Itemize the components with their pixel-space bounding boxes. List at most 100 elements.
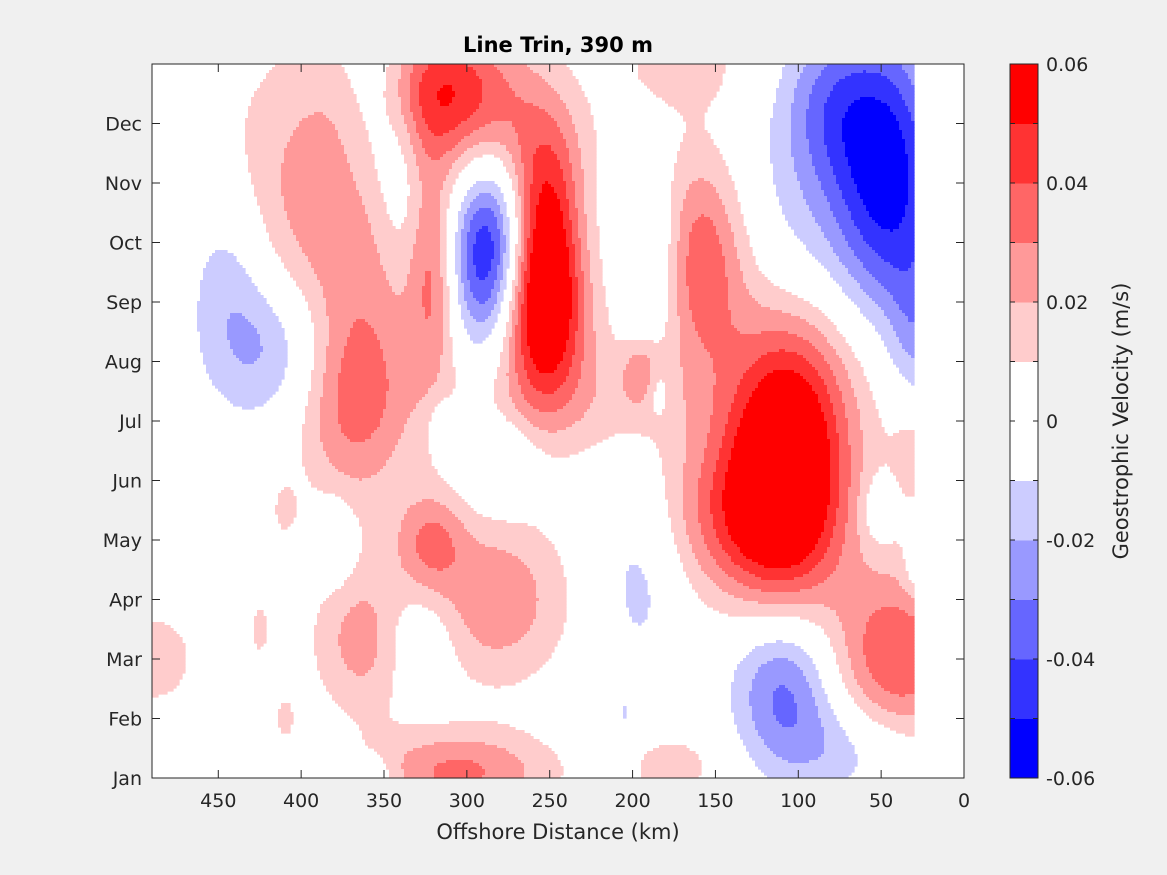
- contour-cell: [428, 67, 474, 71]
- contour-cell: [482, 97, 522, 101]
- contour-cell: [848, 418, 861, 422]
- contour-cell: [791, 148, 810, 152]
- contour-cell: [359, 724, 510, 728]
- contour-cell: [377, 652, 396, 656]
- contour-cell: [677, 268, 687, 272]
- contour-cell: [515, 163, 525, 167]
- contour-cell: [593, 304, 606, 308]
- contour-cell: [509, 385, 522, 389]
- contour-cell: [440, 100, 453, 104]
- contour-cell: [539, 370, 555, 374]
- contour-cell: [320, 439, 351, 443]
- contour-cell: [746, 556, 807, 560]
- contour-cell: [551, 148, 570, 152]
- contour-cell: [230, 313, 243, 317]
- contour-cell: [713, 412, 729, 416]
- contour-cell: [521, 385, 534, 389]
- contour-cell: [314, 361, 327, 365]
- contour-cell: [641, 400, 654, 404]
- contour-cell: [569, 148, 582, 152]
- contour-cell: [818, 373, 834, 377]
- contour-cell: [752, 295, 798, 299]
- contour-cell: [866, 208, 906, 212]
- contour-cell: [767, 745, 825, 749]
- contour-cell: [314, 643, 339, 647]
- contour-cell: [665, 322, 681, 326]
- contour-cell: [734, 541, 819, 545]
- contour-cell: [650, 373, 684, 377]
- contour-cell: [326, 349, 345, 353]
- contour-cell: [332, 592, 441, 596]
- contour-cell: [686, 262, 726, 266]
- contour-cell: [887, 463, 915, 467]
- contour-cell: [419, 175, 447, 179]
- contour-cell: [668, 289, 678, 293]
- contour-cell: [848, 442, 864, 446]
- contour-cell: [557, 409, 588, 413]
- contour-cell: [863, 466, 879, 470]
- contour-cell: [728, 217, 744, 221]
- contour-cell: [581, 373, 597, 377]
- contour-cell: [455, 652, 552, 656]
- contour-cell: [230, 340, 261, 344]
- contour-cell: [509, 301, 516, 305]
- contour-cell: [482, 682, 516, 686]
- contour-cell: [500, 256, 504, 260]
- contour-cell: [572, 397, 594, 401]
- y-tick-label: Jan: [112, 768, 142, 790]
- contour-cell: [524, 184, 531, 188]
- contour-cell: [866, 628, 915, 632]
- contour-cell: [473, 634, 525, 638]
- contour-cell: [569, 268, 576, 272]
- contour-cell: [719, 235, 735, 239]
- contour-cell: [575, 247, 582, 251]
- contour-cell: [443, 346, 453, 350]
- contour-cell: [578, 139, 597, 143]
- contour-cell: [386, 367, 441, 371]
- contour-cell: [503, 268, 507, 272]
- contour-cell: [458, 289, 465, 293]
- contour-cell: [575, 130, 597, 134]
- contour-cell: [677, 253, 690, 257]
- contour-cell: [677, 313, 693, 317]
- contour-cell: [407, 178, 420, 182]
- contour-cell: [512, 322, 519, 326]
- contour-cell: [437, 376, 456, 380]
- contour-cell: [515, 268, 519, 272]
- contour-cell: [515, 403, 531, 407]
- contour-cell: [401, 148, 414, 152]
- contour-cell: [839, 670, 855, 674]
- contour-cell: [680, 556, 696, 560]
- contour-cell: [395, 133, 411, 137]
- contour-cell: [524, 238, 528, 242]
- contour-cell: [746, 403, 822, 407]
- contour-cell: [839, 667, 852, 671]
- contour-cell: [710, 493, 723, 497]
- contour-cell: [677, 160, 726, 164]
- contour-cell: [578, 214, 588, 218]
- contour-cell: [713, 397, 735, 401]
- contour-cell: [842, 358, 858, 362]
- contour-cell: [407, 127, 417, 131]
- contour-cell: [575, 352, 585, 356]
- contour-cell: [866, 712, 897, 716]
- contour-cell: [875, 250, 915, 254]
- contour-cell: [860, 310, 885, 314]
- contour-cell: [830, 475, 840, 479]
- contour-cell: [638, 73, 723, 77]
- contour-cell: [575, 244, 582, 248]
- contour-cell: [488, 298, 498, 302]
- contour-cell: [842, 547, 861, 551]
- contour-cell: [506, 238, 510, 242]
- contour-cell: [512, 289, 516, 293]
- contour-cell: [350, 163, 375, 167]
- contour-cell: [335, 700, 390, 704]
- contour-cell: [854, 676, 873, 680]
- contour-cell: [515, 343, 522, 347]
- contour-cell: [476, 181, 495, 185]
- contour-cell: [527, 304, 573, 308]
- contour-cell: [317, 664, 348, 668]
- contour-cell: [893, 325, 915, 329]
- contour-cell: [563, 136, 579, 140]
- contour-cell: [815, 700, 828, 704]
